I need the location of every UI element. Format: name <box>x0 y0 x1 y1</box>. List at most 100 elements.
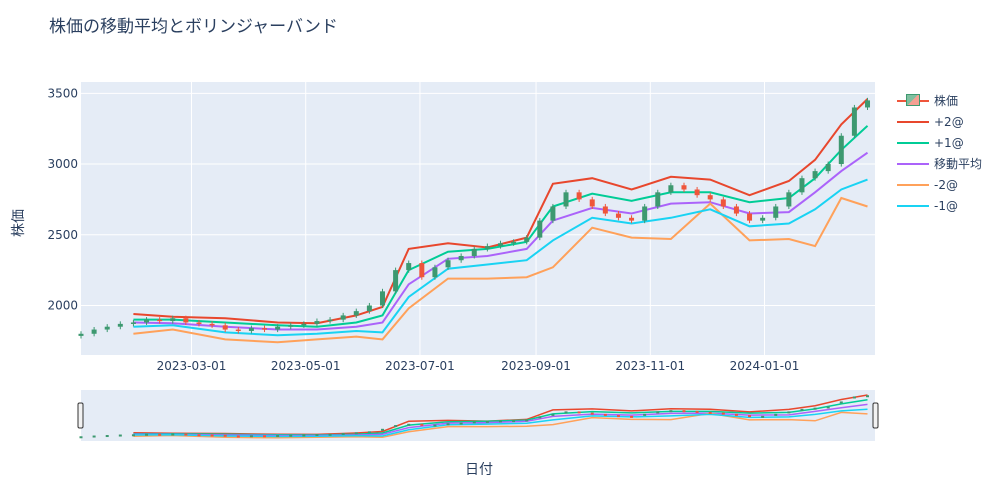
rangeslider-candle <box>551 413 555 416</box>
candle-body <box>511 241 517 244</box>
candle-body <box>707 195 713 200</box>
candle-body <box>353 311 359 316</box>
series-line <box>133 196 868 344</box>
candle-body <box>366 305 372 312</box>
candle-body <box>733 206 739 214</box>
rangeslider-candle <box>446 423 450 426</box>
candle-body <box>773 206 779 218</box>
y-tick-label: 2000 <box>47 298 78 312</box>
candle-body <box>655 192 661 207</box>
legend-label: +1@ <box>934 135 964 150</box>
candle-body <box>471 248 477 256</box>
candle-body <box>170 318 176 322</box>
line-legend-icon <box>897 135 929 151</box>
candle-body <box>314 321 320 324</box>
legend-item[interactable]: +2@ <box>897 111 982 132</box>
candle-body <box>760 217 766 221</box>
candle-body <box>458 255 464 261</box>
candle-body <box>524 237 530 242</box>
plot-area[interactable] <box>81 82 875 355</box>
candle-body <box>262 328 268 330</box>
rangeslider-candle <box>866 395 870 398</box>
candle-body <box>615 213 621 218</box>
axis-ticks: 2000 2500 3000 3500 2023-03-01 2023-05-01 2023… <box>47 86 799 373</box>
rangeslider-series-line <box>133 411 868 439</box>
candle-body <box>484 246 490 249</box>
rangeslider-candle <box>420 423 424 426</box>
rangeslider-candle <box>131 434 135 437</box>
rangeslider-candle <box>656 411 660 414</box>
rangeslider-candle <box>669 410 673 413</box>
y-tick-label: 2500 <box>47 228 78 242</box>
candle-body <box>602 206 608 214</box>
series-line <box>133 178 868 337</box>
rangeslider-layer <box>79 394 870 439</box>
legend-item[interactable]: -2@ <box>897 174 982 195</box>
rangeslider-candle <box>263 435 267 438</box>
candle-body <box>642 206 648 221</box>
rangeslider-candle <box>590 412 594 415</box>
rangeslider-candle <box>367 431 371 434</box>
candle-body <box>681 185 687 190</box>
legend-label: +2@ <box>934 114 964 129</box>
line-legend-icon <box>897 114 929 130</box>
line-legend-icon <box>897 177 929 193</box>
rangeslider-candle <box>380 428 384 431</box>
candle-body <box>130 322 136 324</box>
legend-label: -1@ <box>934 198 958 213</box>
rangeslider-candle <box>852 396 856 399</box>
x-tick-label: 2024-01-01 <box>730 359 800 373</box>
candle-body <box>668 185 674 193</box>
x-axis-label: 日付 <box>465 462 493 478</box>
rangeslider-candle <box>459 422 463 425</box>
candle-body <box>838 135 844 165</box>
rangeslider-candle <box>223 434 227 437</box>
x-tick-label: 2023-11-01 <box>615 359 685 373</box>
legend-label: -2@ <box>934 177 958 192</box>
rangeslider-candle <box>577 411 581 414</box>
candle-body <box>865 100 871 108</box>
rangeslider-candle <box>512 420 516 423</box>
candle-body <box>91 329 97 334</box>
legend-item[interactable]: -1@ <box>897 195 982 216</box>
y-tick-label: 3500 <box>47 86 78 100</box>
legend: 株価 +2@ +1@ 移動平均 -2@ -1@ <box>897 90 982 216</box>
rangeslider-candle <box>800 408 804 411</box>
rangeslider-handle-right[interactable] <box>872 402 879 429</box>
candle-body <box>825 164 831 172</box>
rangeslider-candle <box>105 435 109 438</box>
rangeslider-candle <box>433 424 437 427</box>
candle-body <box>497 243 503 247</box>
rangeslider-candle <box>538 416 542 419</box>
rangeslider-handle-left[interactable] <box>77 402 84 429</box>
candle-body <box>222 325 228 330</box>
rangeslider-candle <box>394 425 398 428</box>
candlestick-legend-icon <box>897 93 929 109</box>
legend-label: 移動平均 <box>934 157 983 171</box>
legend-item[interactable]: 株価 <box>897 90 982 111</box>
candle-body <box>235 329 241 332</box>
line-legend-icon <box>897 198 929 214</box>
rangeslider-candle <box>761 415 765 418</box>
legend-item[interactable]: 移動平均 <box>897 153 982 174</box>
rangeslider-candle <box>92 435 96 438</box>
candle-body <box>851 107 857 136</box>
candle-body <box>419 263 425 278</box>
candle-body <box>144 319 150 323</box>
rangeslider-candle <box>787 411 791 414</box>
rangeslider-candle <box>734 413 738 416</box>
x-tick-label: 2023-05-01 <box>271 359 341 373</box>
rangeslider-candle <box>813 407 817 410</box>
rangeslider-candle <box>616 415 620 418</box>
x-tick-label: 2023-07-01 <box>385 359 455 373</box>
candle-body <box>747 213 753 221</box>
rangeslider-candle <box>145 433 149 436</box>
x-tick-label: 2023-03-01 <box>157 359 227 373</box>
rangeslider-candle <box>630 415 634 418</box>
legend-item[interactable]: +1@ <box>897 132 982 153</box>
rangeslider-candle <box>236 435 240 438</box>
line-legend-icon <box>897 156 929 172</box>
rangeslider-candle <box>184 433 188 436</box>
rangeslider-candle <box>197 434 201 437</box>
